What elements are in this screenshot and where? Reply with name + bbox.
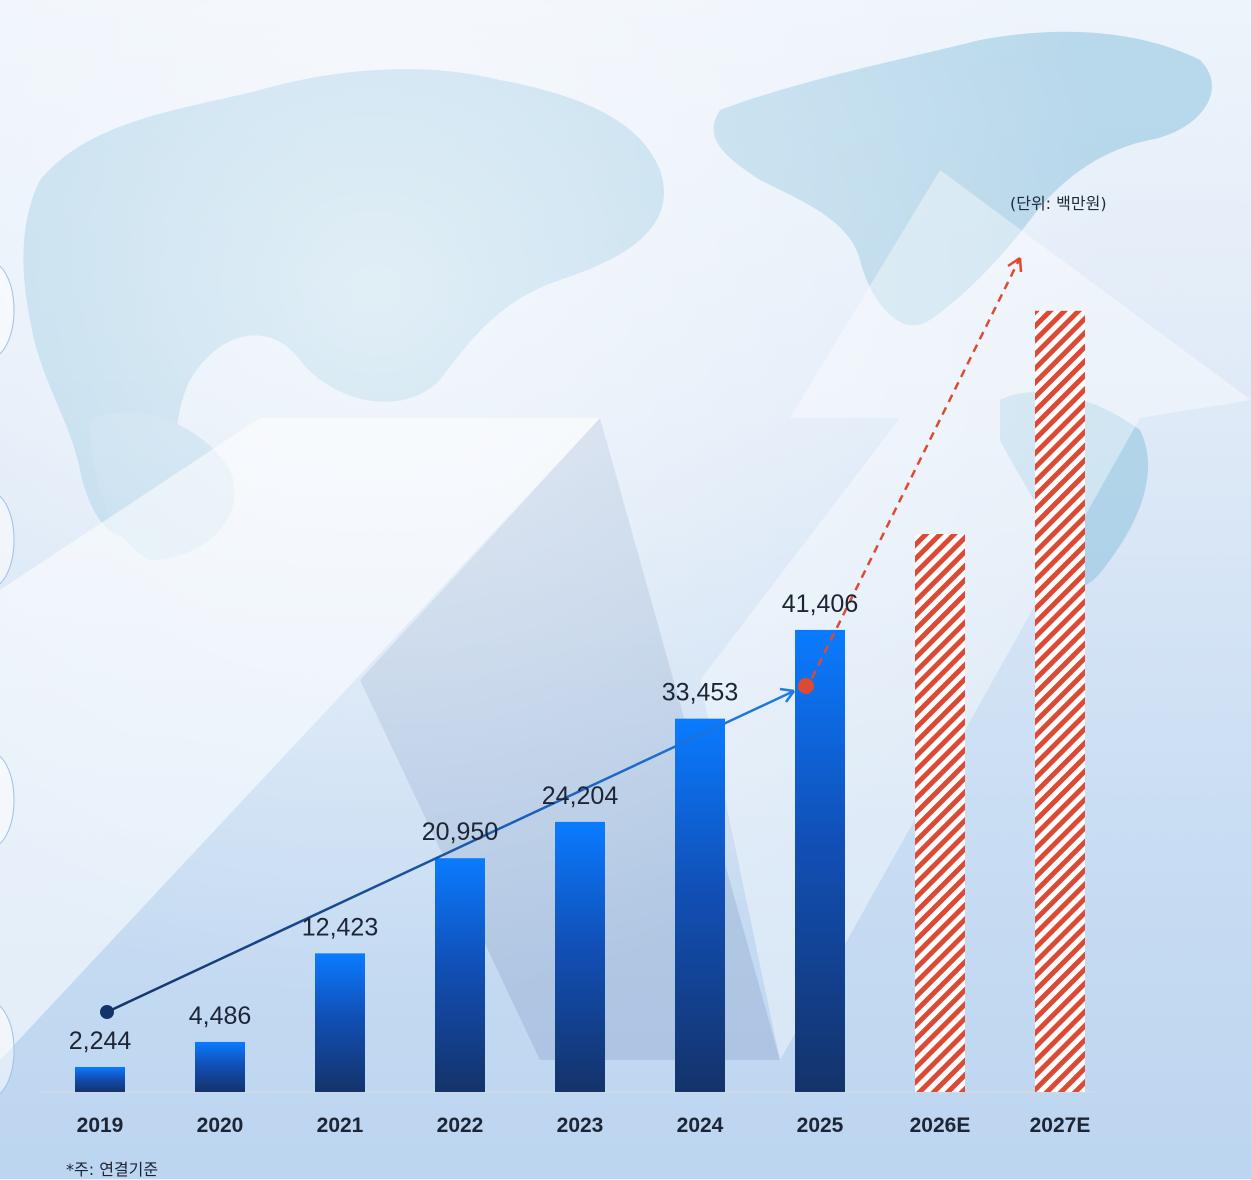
x-tick-label-2024: 2024	[677, 1114, 724, 1137]
x-tick-label-2023: 2023	[557, 1114, 604, 1137]
bar-2019	[75, 1066, 125, 1092]
value-label-2025: 41,406	[782, 590, 858, 618]
value-label-2023: 24,204	[542, 782, 619, 810]
bar-2020	[195, 1041, 245, 1092]
labels-layer: 2019 2,244 2020 4,486 2021 12,423 2022 20,950 20…	[69, 590, 1091, 1137]
trend-mid-dot	[798, 678, 814, 694]
estimate-bar-2026E	[915, 534, 965, 1092]
value-label-2019: 2,244	[69, 1027, 132, 1055]
trend-layer	[100, 256, 1023, 1019]
bar-2023	[555, 821, 605, 1092]
value-label-2024: 33,453	[662, 679, 738, 707]
side-decorations	[0, 265, 15, 1095]
bar-2024	[675, 718, 725, 1092]
x-tick-label-2019: 2019	[77, 1114, 124, 1137]
value-label-2021: 12,423	[302, 913, 378, 941]
trend-line-actual	[106, 689, 795, 1014]
estimate-bar-2027E	[1035, 310, 1085, 1092]
x-tick-label-2022: 2022	[437, 1114, 484, 1137]
bar-2025	[795, 629, 845, 1092]
x-tick-label-2027E: 2027E	[1030, 1114, 1091, 1137]
bar-2022	[435, 858, 485, 1092]
x-tick-label-2025: 2025	[797, 1114, 844, 1137]
value-label-2022: 20,950	[422, 818, 498, 846]
value-label-2020: 4,486	[189, 1002, 252, 1030]
footnote: *주: 연결기준	[66, 1160, 159, 1179]
trend-arrowhead-actual	[779, 687, 796, 703]
x-tick-label-2026E: 2026E	[910, 1114, 971, 1137]
bar-2021	[315, 953, 365, 1092]
x-tick-label-2020: 2020	[197, 1114, 244, 1137]
x-tick-label-2021: 2021	[317, 1114, 364, 1137]
trend-start-dot	[100, 1005, 114, 1019]
trend-arrowhead-estimate	[1007, 256, 1023, 273]
unit-label: (단위: 백만원)	[1010, 194, 1107, 213]
bars-layer	[75, 310, 1085, 1092]
